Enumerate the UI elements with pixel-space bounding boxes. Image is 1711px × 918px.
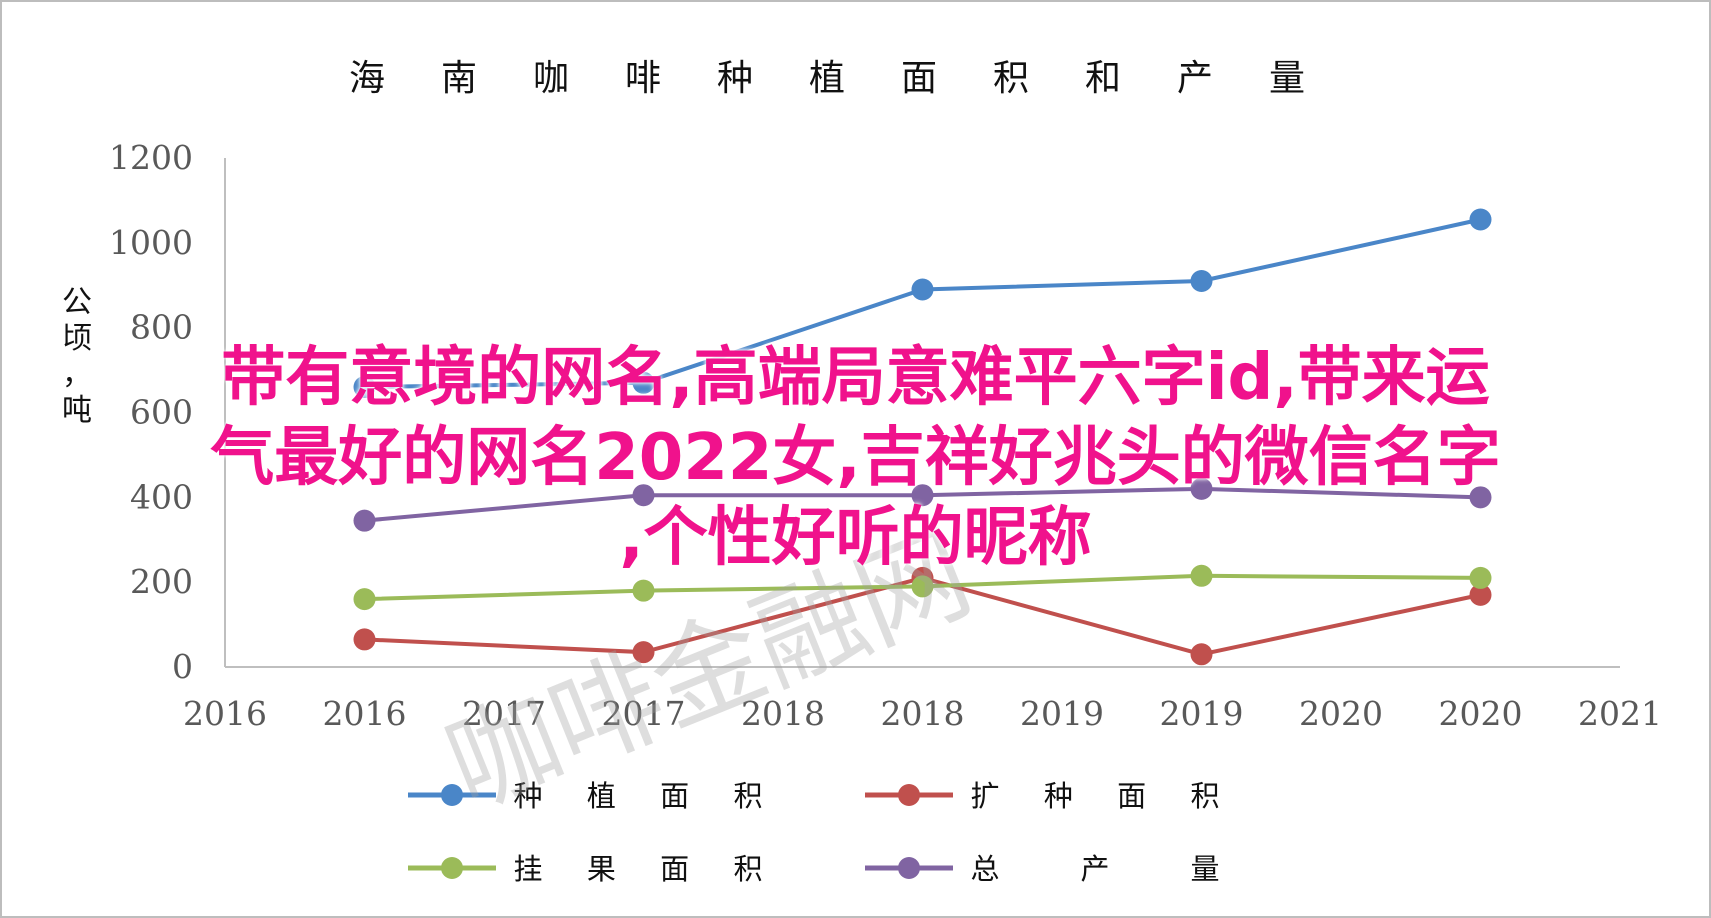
legend-label-char: 面 [1117, 779, 1146, 813]
axes [224, 158, 1620, 668]
data-point [911, 575, 934, 598]
data-point [1469, 583, 1492, 606]
x-tick-label: 2016 [183, 694, 267, 733]
legend-label-char: 产 [1080, 852, 1109, 886]
x-tick-label: 2020 [1299, 694, 1383, 733]
data-point [353, 509, 376, 532]
y-axis-label: 公顷，吨 [62, 285, 92, 428]
legend-label-char: 植 [587, 779, 616, 813]
x-tick-label: 2018 [881, 694, 965, 733]
data-point [1190, 643, 1213, 666]
legend-label-char: 面 [660, 779, 689, 813]
data-point [632, 579, 655, 602]
legend-label-char: 量 [1190, 852, 1219, 886]
y-tick-label: 1200 [109, 138, 193, 177]
tick-labels: 0 200 400 600 800 1000 1200 2016 2016 2017 2017 201… [109, 138, 1662, 733]
data-point [911, 484, 934, 507]
legend-label-char: 积 [733, 779, 762, 813]
data-point [911, 278, 934, 301]
x-tick-label: 2018 [741, 694, 825, 733]
x-tick-label: 2019 [1160, 694, 1244, 733]
y-axis-label-char: ， [62, 357, 92, 392]
x-tick-label: 2017 [462, 694, 546, 733]
data-point [632, 371, 655, 394]
overlay-line-3: ,个性好听的昵称 [619, 501, 1092, 575]
overlay-line-2: 气最好的网名2022女,吉祥好兆头的微信名字 [210, 421, 1501, 495]
y-tick-label: 400 [130, 477, 193, 516]
data-point [1190, 564, 1213, 587]
data-point [632, 641, 655, 664]
x-tick-label: 2017 [602, 694, 686, 733]
chart-title: 海南咖啡种植面积和产量 [349, 58, 1361, 99]
data-point [353, 628, 376, 651]
data-point [1469, 486, 1492, 509]
y-tick-label: 200 [130, 562, 193, 601]
y-tick-label: 0 [172, 647, 193, 686]
overlay-line-1: 带有意境的网名,高端局意难平六字id,带来运 [221, 341, 1490, 415]
data-point [1469, 566, 1492, 589]
legend-label-char: 扩 [970, 779, 999, 813]
legend-label-char: 积 [733, 852, 762, 886]
x-tick-label: 2016 [323, 694, 407, 733]
y-tick-label: 800 [130, 308, 193, 347]
y-tick-label: 600 [130, 393, 193, 432]
legend-marker [898, 784, 920, 806]
data-point [1469, 208, 1492, 231]
x-tick-label: 2019 [1020, 694, 1104, 733]
x-tick-label: 2020 [1439, 694, 1523, 733]
legend-marker [898, 857, 920, 879]
legend-label-char: 挂 [513, 852, 542, 886]
data-point [632, 484, 655, 507]
legend-label-char: 种 [1044, 779, 1073, 813]
data-point [353, 588, 376, 611]
legend-label-char: 面 [660, 852, 689, 886]
legend-marker [441, 857, 463, 879]
data-point [1190, 477, 1213, 500]
data-point [353, 376, 376, 399]
legend-label-char: 种 [513, 779, 542, 813]
y-axis-label-char: 吨 [62, 393, 92, 428]
data-point [1190, 270, 1213, 293]
legend-marker [441, 784, 463, 806]
legend-label-char: 积 [1190, 779, 1219, 813]
y-axis-label-char: 公 [62, 285, 92, 320]
legend-label-char: 总 [970, 852, 999, 886]
y-tick-label: 1000 [109, 223, 193, 262]
x-tick-label: 2021 [1578, 694, 1662, 733]
y-axis-label-char: 顷 [62, 321, 92, 356]
series-lines [353, 208, 1492, 666]
legend: 种植面积扩种面积挂果面积总产量 [408, 779, 1220, 886]
legend-label-char: 果 [587, 852, 616, 886]
